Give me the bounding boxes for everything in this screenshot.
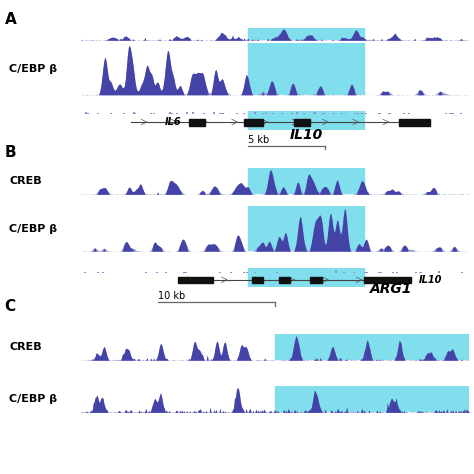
- Bar: [303, 113, 305, 114]
- Bar: [254, 112, 255, 114]
- Bar: [178, 277, 213, 283]
- Bar: [190, 118, 205, 126]
- Bar: [314, 112, 316, 114]
- Text: C: C: [5, 299, 16, 314]
- Bar: [165, 272, 167, 273]
- Bar: [282, 113, 283, 114]
- Bar: [353, 272, 356, 273]
- Text: IL6: IL6: [165, 117, 182, 127]
- Bar: [294, 118, 310, 126]
- Bar: [335, 270, 337, 273]
- Bar: [291, 113, 293, 114]
- Bar: [333, 113, 335, 114]
- Bar: [134, 113, 136, 114]
- Bar: [192, 112, 194, 114]
- Bar: [248, 268, 365, 287]
- Bar: [364, 272, 365, 273]
- Bar: [98, 113, 100, 114]
- Bar: [153, 113, 155, 114]
- Bar: [248, 43, 365, 95]
- Text: IL10: IL10: [419, 275, 442, 285]
- Text: B: B: [5, 145, 17, 160]
- Bar: [84, 112, 87, 114]
- Bar: [366, 272, 368, 273]
- Bar: [272, 113, 273, 114]
- Bar: [276, 272, 278, 273]
- Bar: [399, 118, 430, 126]
- Bar: [396, 272, 398, 273]
- Bar: [323, 113, 325, 114]
- Bar: [248, 28, 365, 40]
- Bar: [392, 272, 394, 273]
- Bar: [248, 111, 365, 130]
- Bar: [145, 272, 147, 273]
- Bar: [419, 272, 421, 273]
- Bar: [452, 113, 454, 114]
- Text: CREB: CREB: [9, 342, 42, 352]
- Bar: [213, 111, 215, 114]
- Bar: [133, 112, 135, 114]
- Bar: [202, 113, 204, 114]
- Bar: [341, 113, 343, 114]
- Bar: [388, 113, 390, 114]
- Bar: [310, 277, 321, 283]
- Text: C/EBP β: C/EBP β: [9, 64, 58, 74]
- Bar: [219, 272, 220, 273]
- Bar: [449, 113, 451, 114]
- Text: C/EBP β: C/EBP β: [9, 224, 58, 234]
- Bar: [403, 112, 405, 114]
- Bar: [169, 112, 171, 114]
- Text: A: A: [5, 12, 17, 27]
- Text: CREB: CREB: [9, 176, 42, 186]
- Bar: [314, 112, 316, 114]
- Bar: [243, 272, 245, 273]
- Bar: [236, 113, 237, 114]
- Bar: [354, 113, 356, 114]
- Text: ARG1: ARG1: [370, 282, 412, 296]
- Bar: [203, 113, 206, 114]
- Text: 10 kb: 10 kb: [158, 291, 185, 301]
- Bar: [275, 334, 469, 360]
- Text: C/EBP β: C/EBP β: [9, 394, 58, 404]
- Bar: [379, 113, 381, 114]
- Bar: [186, 112, 188, 114]
- Bar: [252, 277, 263, 283]
- Bar: [255, 272, 256, 273]
- Bar: [123, 113, 125, 114]
- Text: IL10: IL10: [290, 128, 323, 142]
- Bar: [219, 113, 221, 114]
- Bar: [461, 272, 463, 273]
- Text: 5 kb: 5 kb: [248, 135, 269, 145]
- Bar: [156, 272, 158, 273]
- Bar: [175, 113, 178, 114]
- Bar: [438, 271, 440, 273]
- Bar: [248, 168, 365, 194]
- Bar: [343, 272, 345, 273]
- Bar: [380, 272, 382, 273]
- Bar: [244, 118, 263, 126]
- Bar: [279, 277, 291, 283]
- Bar: [296, 112, 298, 114]
- Bar: [365, 277, 411, 283]
- Bar: [275, 386, 469, 412]
- Bar: [110, 113, 112, 114]
- Bar: [102, 272, 104, 273]
- Bar: [243, 113, 245, 114]
- Bar: [248, 206, 365, 251]
- Bar: [222, 113, 224, 114]
